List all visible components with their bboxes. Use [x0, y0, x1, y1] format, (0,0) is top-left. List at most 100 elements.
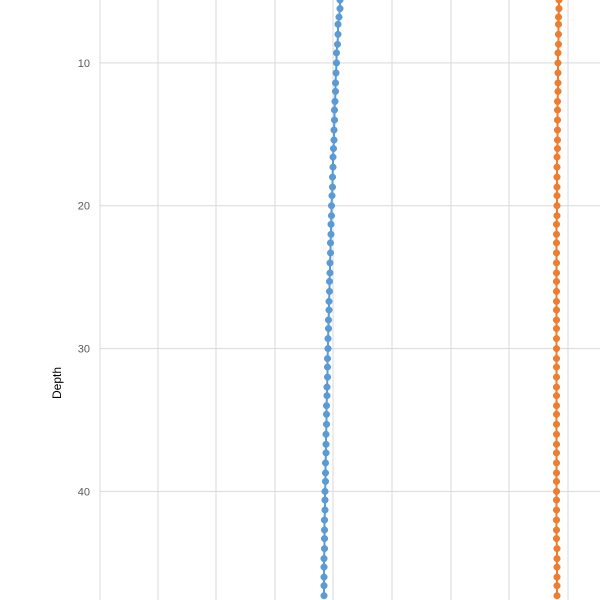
data-point: [552, 259, 561, 267]
data-point: [552, 249, 561, 257]
data-point: [325, 287, 334, 295]
data-point: [552, 440, 561, 448]
data-point: [554, 20, 563, 28]
data-point: [554, 13, 563, 21]
y-tick-label: 20: [78, 201, 90, 213]
data-point: [553, 116, 562, 124]
data-point: [553, 183, 561, 191]
data-point: [323, 383, 331, 391]
data-point: [552, 487, 561, 495]
data-point: [552, 269, 561, 277]
data-point: [552, 363, 561, 371]
data-point: [320, 545, 329, 553]
data-point: [552, 402, 561, 410]
data-point: [553, 582, 561, 590]
horizontal-gridlines: [100, 62, 600, 492]
data-point: [320, 592, 328, 600]
data-point: [553, 563, 561, 571]
y-tick-label: 40: [78, 486, 90, 498]
data-point: [552, 239, 561, 247]
data-point: [553, 163, 561, 171]
series-1: [320, 0, 344, 600]
data-point: [322, 410, 331, 418]
data-point: [321, 469, 330, 477]
data-point: [552, 516, 561, 524]
data-point: [324, 335, 332, 343]
data-point: [320, 555, 328, 563]
data-point: [552, 392, 561, 400]
data-point: [330, 126, 338, 134]
data-point: [324, 345, 332, 353]
data-point: [333, 40, 342, 48]
data-point: [552, 430, 561, 438]
data-point: [552, 420, 561, 428]
data-point: [552, 355, 561, 363]
data-point: [554, 59, 562, 67]
data-point: [322, 430, 330, 438]
data-point: [553, 192, 561, 200]
data-point: [552, 297, 561, 305]
data-point: [553, 153, 561, 161]
data-point: [326, 269, 334, 277]
data-point: [320, 582, 328, 590]
data-point: [321, 506, 329, 514]
y-tick-label: 30: [78, 344, 90, 356]
data-point: [326, 249, 335, 257]
y-axis-title: Depth: [50, 367, 64, 399]
data-point: [330, 136, 338, 144]
data-point: [335, 13, 343, 21]
data-point: [329, 163, 337, 171]
data-point: [553, 126, 562, 134]
data-point: [553, 136, 562, 144]
data-point: [328, 173, 337, 181]
data-point: [332, 69, 340, 77]
data-point: [326, 259, 334, 267]
data-point: [553, 212, 561, 220]
data-point: [327, 212, 336, 220]
data-point: [323, 392, 331, 400]
data-point: [321, 496, 329, 504]
data-point: [555, 5, 563, 13]
data-point: [331, 87, 340, 95]
data-point: [334, 30, 342, 38]
data-point: [322, 449, 330, 457]
data-point: [553, 106, 562, 114]
data-point: [320, 535, 329, 543]
data-point: [553, 545, 561, 553]
data-point: [326, 239, 335, 247]
data-point: [554, 49, 562, 57]
data-point: [552, 383, 561, 391]
data-point: [553, 173, 561, 181]
data-point: [552, 316, 561, 324]
data-point: [321, 459, 330, 467]
data-point: [323, 355, 332, 363]
data-point: [552, 459, 561, 467]
data-point: [553, 145, 562, 153]
data-point: [329, 145, 338, 153]
data-point: [552, 469, 561, 477]
data-point: [554, 87, 562, 95]
data-point: [320, 563, 328, 571]
data-point: [552, 306, 561, 314]
data-point: [336, 0, 344, 4]
data-point: [554, 69, 562, 77]
data-point: [325, 277, 334, 285]
data-point: [553, 202, 561, 210]
data-point: [321, 477, 330, 485]
data-point: [552, 230, 561, 238]
data-point: [552, 335, 561, 343]
data-point: [320, 573, 328, 581]
data-point: [329, 153, 337, 161]
data-point: [552, 449, 561, 457]
data-point: [330, 106, 339, 114]
data-point: [321, 487, 329, 495]
data-point: [555, 0, 563, 4]
data-point: [332, 49, 341, 57]
data-point: [552, 477, 561, 485]
data-point: [323, 373, 332, 381]
data-point: [328, 192, 336, 200]
data-point: [328, 183, 337, 191]
data-point: [553, 573, 561, 581]
series-2: [552, 0, 563, 600]
data-point: [332, 59, 341, 67]
